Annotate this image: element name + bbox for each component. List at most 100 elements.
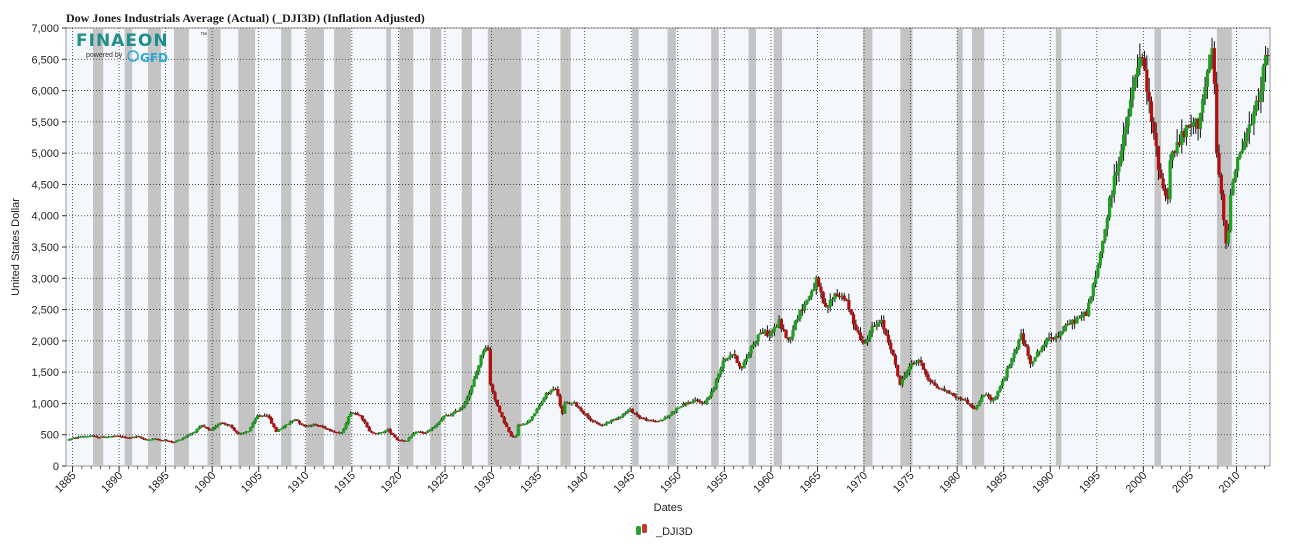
series-bar (959, 397, 963, 400)
series-bar (623, 412, 627, 415)
series-bar (584, 413, 588, 415)
series-bar (621, 414, 625, 417)
series-bar (1210, 48, 1214, 55)
series-bar (351, 413, 355, 415)
series-bar (854, 324, 858, 331)
x-tick-label: 1910 (286, 470, 312, 496)
series-bar (1124, 126, 1128, 135)
series-bar (218, 422, 222, 425)
series-bar (311, 424, 316, 426)
series-bar (938, 388, 942, 390)
series-bar (1222, 194, 1226, 221)
series-bar (835, 293, 839, 297)
series-bar (74, 437, 78, 439)
y-tick-label: 4,500 (31, 179, 59, 191)
series-bar (1087, 302, 1091, 316)
series-bar (391, 432, 395, 436)
series-bar (274, 426, 278, 432)
series-bar (1070, 319, 1074, 325)
series-bar (786, 338, 790, 340)
gfd-globe-icon (127, 50, 139, 62)
series-bar (758, 332, 763, 335)
series-bar (444, 415, 448, 417)
series-bar (439, 419, 444, 422)
series-bar (314, 424, 318, 426)
series-bar (952, 393, 956, 397)
series-bar (735, 355, 739, 363)
series-bar (237, 432, 241, 435)
series-bar (67, 439, 71, 441)
series-bar (572, 402, 576, 404)
series-bar (1250, 123, 1254, 126)
series-bar (686, 402, 690, 405)
series-bar (127, 437, 132, 439)
series-bar (321, 426, 325, 428)
series-bar (388, 429, 392, 433)
series-bar (637, 415, 641, 418)
series-bar (1161, 178, 1165, 189)
series-bar (1261, 66, 1265, 92)
series-bar (370, 431, 374, 433)
series-bar (176, 439, 181, 442)
series-bar (749, 346, 753, 354)
series-bar (367, 427, 371, 432)
series-bar (726, 357, 730, 360)
series-bar (1138, 57, 1142, 68)
series-bar (365, 422, 369, 428)
series-bar (1245, 133, 1249, 142)
series-bar (833, 293, 837, 300)
series-bar (982, 394, 986, 397)
series-bar (295, 419, 299, 421)
recession-band (711, 28, 719, 466)
series-bar (656, 421, 660, 423)
recession-band (667, 28, 676, 466)
series-bar (675, 407, 679, 412)
series-bar (1156, 145, 1161, 170)
series-bar (872, 325, 877, 328)
series-bar (1121, 134, 1126, 151)
series-bar (414, 432, 418, 434)
series-bar (1017, 339, 1021, 349)
series-bar (1080, 314, 1084, 318)
x-tick-label: 2000 (1124, 470, 1150, 496)
series-bar (931, 381, 935, 383)
series-bar (1042, 344, 1047, 348)
logo-brand: FINAEON (76, 31, 169, 51)
series-bar (865, 338, 870, 343)
series-bar (893, 355, 898, 365)
series-bar (733, 354, 737, 356)
series-bar (905, 372, 909, 376)
series-bar (381, 432, 385, 434)
series-bar (132, 436, 136, 439)
series-bar (100, 436, 104, 438)
x-tick-label: 1925 (425, 470, 451, 496)
series-bar (195, 428, 199, 432)
series-bar (698, 400, 702, 403)
series-bar (842, 295, 846, 300)
series-bar (567, 402, 572, 405)
series-bar (1105, 217, 1109, 230)
series-bar (728, 355, 732, 358)
series-bar (239, 433, 243, 435)
series-bar (719, 368, 723, 374)
recession-band (399, 28, 414, 466)
series-bar (69, 438, 73, 440)
series-bar (879, 319, 884, 323)
series-bar (658, 419, 662, 422)
x-tick-label: 1980 (937, 470, 963, 496)
series-bar (777, 319, 781, 327)
series-bar (232, 427, 236, 431)
legend[interactable]: _DJI3D (636, 524, 693, 538)
series-bar (293, 419, 297, 421)
series-bar (539, 402, 544, 406)
series-bar (628, 408, 632, 412)
x-tick-label: 1960 (751, 470, 777, 496)
series-bar (484, 347, 488, 352)
series-bar (837, 296, 842, 298)
series-bar (744, 358, 749, 363)
series-bar (949, 393, 953, 395)
series-bar (826, 306, 830, 308)
series-bar (770, 331, 774, 334)
series-bar (344, 423, 348, 429)
series-bar (565, 402, 569, 404)
